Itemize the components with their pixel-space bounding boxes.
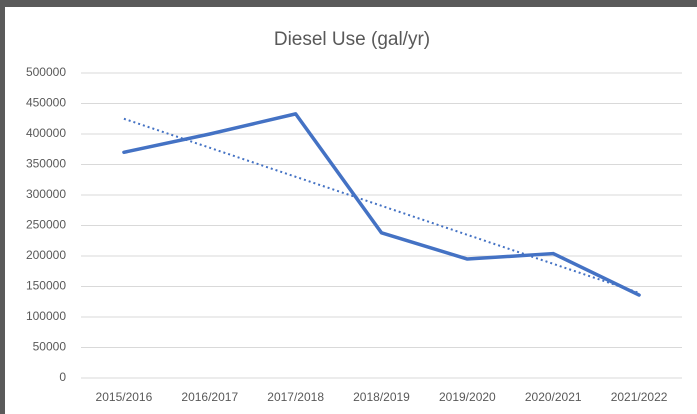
x-tick-label: 2020/2021 — [525, 390, 582, 404]
x-tick-label: 2015/2016 — [96, 390, 153, 404]
data-line — [122, 112, 641, 297]
y-tick-label: 50000 — [33, 340, 67, 354]
y-tick-label: 300000 — [26, 187, 66, 201]
y-tick-label: 250000 — [26, 218, 66, 232]
trendline — [123, 117, 640, 294]
y-tick-label: 150000 — [26, 279, 66, 293]
x-tick-label: 2021/2022 — [611, 390, 668, 404]
x-tick-label: 2018/2019 — [353, 390, 410, 404]
y-tick-label: 0 — [59, 370, 66, 384]
y-tick-label: 500000 — [26, 65, 66, 79]
y-tick-label: 100000 — [26, 309, 66, 323]
y-tick-label: 350000 — [26, 157, 66, 171]
y-tick-label: 200000 — [26, 248, 66, 262]
x-tick-label: 2016/2017 — [181, 390, 238, 404]
y-tick-label: 450000 — [26, 96, 66, 110]
chart-area — [5, 7, 697, 414]
x-tick-label: 2017/2018 — [267, 390, 324, 404]
x-tick-label: 2019/2020 — [439, 390, 496, 404]
y-tick-label: 400000 — [26, 126, 66, 140]
chart-title: Diesel Use (gal/yr) — [274, 29, 430, 50]
